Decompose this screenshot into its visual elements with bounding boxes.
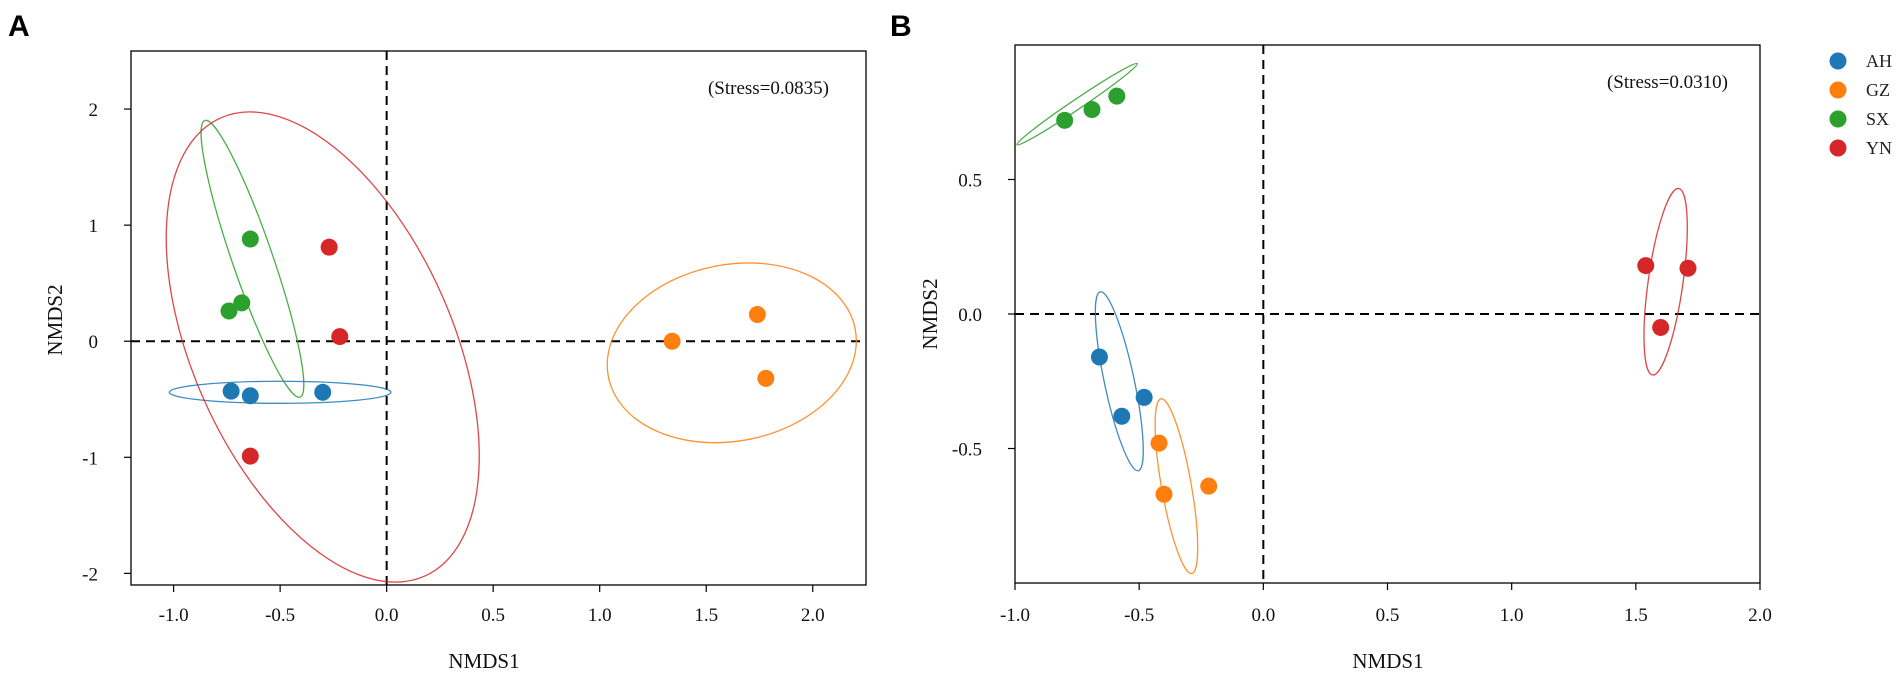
point-ah — [222, 382, 240, 400]
ellipse-gz — [606, 262, 857, 444]
point-sx — [233, 294, 251, 312]
point-yn — [1652, 318, 1670, 336]
stress-label: (Stress=0.0835) — [708, 78, 829, 99]
point-sx — [241, 230, 259, 248]
y-axis-title: NMDS2 — [918, 278, 942, 349]
y-tick-label: 1 — [89, 216, 99, 237]
x-tick-label: -0.5 — [1124, 605, 1154, 626]
point-yn — [320, 238, 338, 256]
y-tick-label: -0.5 — [952, 440, 982, 461]
x-tick-label: 2.0 — [801, 605, 825, 626]
point-ah — [241, 387, 259, 405]
y-tick-label: -1 — [82, 448, 98, 469]
point-sx — [1083, 101, 1101, 119]
x-tick-label: -1.0 — [1000, 605, 1030, 626]
legend-label: YN — [1866, 138, 1892, 158]
point-yn — [241, 447, 259, 465]
x-tick-label: 1.0 — [588, 605, 612, 626]
point-ah — [314, 383, 332, 401]
ellipse-ah — [168, 380, 392, 404]
legend-marker-sx — [1829, 110, 1847, 128]
plot-frame — [130, 50, 867, 586]
point-ah — [1090, 348, 1108, 366]
point-gz — [1200, 477, 1218, 495]
point-gz — [748, 306, 766, 324]
y-tick-label: 2 — [89, 100, 99, 121]
panel-a: A -1.0 -0.5 0.0 0.5 1.0 1.5 2.0 -2 -1 0 1 2 (Stress=0… — [8, 10, 867, 673]
point-ah — [1113, 407, 1131, 425]
x-tick-label: 1.0 — [1500, 605, 1524, 626]
point-sx — [1056, 111, 1074, 129]
stress-label: (Stress=0.0310) — [1607, 72, 1728, 93]
x-tick-label: 2.0 — [1748, 605, 1772, 626]
point-yn — [331, 328, 349, 346]
point-gz — [757, 369, 775, 387]
ellipse-sx — [1016, 62, 1139, 146]
x-tick-label: 1.5 — [694, 605, 718, 626]
x-tick-label: 0.5 — [481, 605, 505, 626]
y-tick-label: 0.5 — [958, 171, 982, 192]
y-axis-title: NMDS2 — [43, 284, 67, 355]
x-tick-label: 0.0 — [1251, 605, 1275, 626]
x-axis-title: NMDS1 — [1352, 649, 1423, 673]
legend-label: AH — [1866, 51, 1892, 71]
ellipse-yn — [165, 111, 480, 583]
point-yn — [1679, 259, 1697, 277]
legend-label: GZ — [1866, 80, 1890, 100]
point-sx — [220, 302, 238, 320]
point-sx — [1108, 87, 1126, 105]
legend-marker-yn — [1829, 139, 1847, 157]
panel-letter: A — [8, 10, 30, 43]
y-tick-label: 0.0 — [958, 305, 982, 326]
x-axis-title: NMDS1 — [448, 649, 519, 673]
y-tick-label: -2 — [82, 564, 98, 585]
point-ah — [1135, 388, 1153, 406]
point-gz — [1155, 485, 1173, 503]
point-yn — [1637, 257, 1655, 275]
x-tick-label: 0.5 — [1376, 605, 1400, 626]
y-tick-label: 0 — [89, 332, 99, 353]
legend-label: SX — [1866, 109, 1889, 129]
x-tick-label: 0.0 — [375, 605, 399, 626]
x-tick-label: -1.0 — [159, 605, 189, 626]
ellipse-yn — [1643, 187, 1688, 376]
panel-letter: B — [890, 10, 912, 43]
legend-marker-ah — [1829, 52, 1847, 70]
x-tick-label: -0.5 — [265, 605, 295, 626]
point-gz — [1150, 434, 1168, 452]
ellipse-sx — [200, 119, 305, 398]
x-tick-label: 1.5 — [1624, 605, 1648, 626]
legend: AH GZ SX YN — [1829, 51, 1892, 158]
point-gz — [663, 332, 681, 350]
ellipse-ah — [1094, 291, 1144, 472]
panel-b: B -1.0 -0.5 0.0 0.5 1.0 1.5 2.0 -0.5 0.0 0.5 (Stres… — [890, 10, 1772, 673]
legend-marker-gz — [1829, 81, 1847, 99]
